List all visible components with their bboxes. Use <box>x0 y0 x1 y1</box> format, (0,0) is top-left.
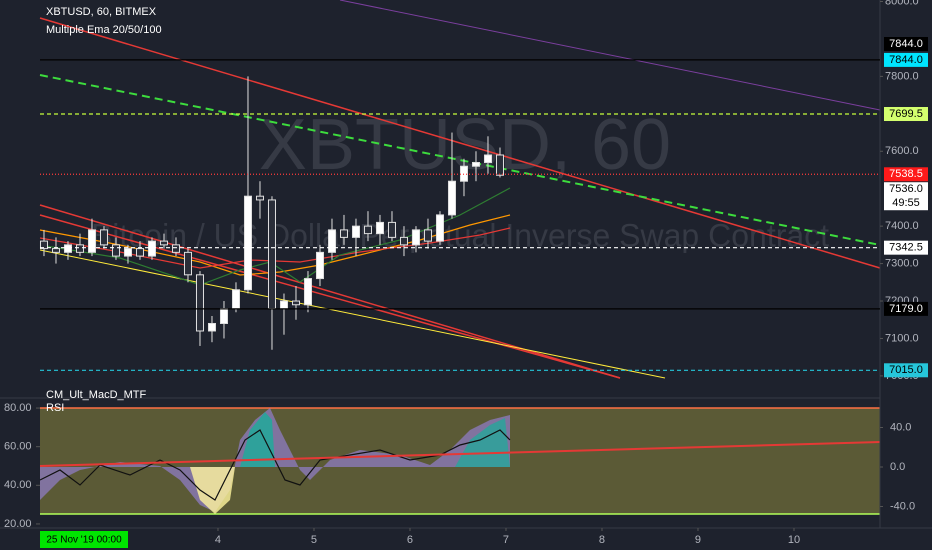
price-level-label-bg <box>884 363 928 378</box>
candle-body <box>483 154 492 163</box>
rsi-line <box>39 429 511 501</box>
candle-body <box>51 248 60 253</box>
macd-tick-label: 40.0 <box>890 421 911 433</box>
macd-area <box>190 467 235 514</box>
x-tick-label: 10 <box>788 534 800 546</box>
price-level-label: 7342.5 <box>889 242 923 254</box>
candle-body <box>255 195 264 201</box>
last-price-label: 7536.0 <box>889 183 923 195</box>
price-level-label: 7179.0 <box>889 303 923 315</box>
chart-title: XBTUSD, 60, BITMEX <box>46 6 157 18</box>
ema-line <box>39 187 511 286</box>
candle-body <box>231 289 240 310</box>
x-tick-label: 4 <box>215 534 221 546</box>
candle-body <box>315 251 324 280</box>
last-price-bg <box>884 182 928 211</box>
countdown: 49:55 <box>892 197 920 209</box>
x-tick-label: 8 <box>599 534 605 546</box>
x-tick-label: 5 <box>311 534 317 546</box>
indicator-name: RSI <box>46 402 64 414</box>
y-tick-label: 7400.0 <box>885 220 919 232</box>
candle-body <box>327 229 336 253</box>
candle-body <box>123 248 132 257</box>
price-level-label: 7015.0 <box>889 364 923 376</box>
alert-label-bg <box>884 37 928 51</box>
candle-body <box>219 308 228 324</box>
candle-body <box>195 274 204 332</box>
price-level-label: 7538.5 <box>889 168 923 180</box>
y-tick-label: 7100.0 <box>885 332 919 344</box>
candle-body <box>387 221 396 238</box>
rsi-tick-label: 40.00 <box>4 479 32 491</box>
candle-body <box>471 161 480 167</box>
candle-body <box>423 229 432 242</box>
candle-body <box>267 199 276 310</box>
candle-body <box>75 244 84 253</box>
macd-tick-label: 0.0 <box>890 461 905 473</box>
y-tick-label: 8000.0 <box>885 0 919 7</box>
candle-body <box>243 195 252 291</box>
candle-body <box>279 300 288 310</box>
x-tick-label: 9 <box>695 534 701 546</box>
trend-line <box>339 0 881 111</box>
price-axis <box>880 0 932 528</box>
cursor-date-bg <box>40 531 128 548</box>
candle-body <box>87 229 96 253</box>
candle-body <box>447 180 456 216</box>
candle-body <box>39 240 48 250</box>
candle-body <box>339 229 348 238</box>
price-level-label-bg <box>884 240 928 255</box>
candle-body <box>411 229 420 246</box>
candle-body <box>159 240 168 246</box>
trend-line <box>39 214 621 379</box>
candle-body <box>135 248 144 257</box>
y-tick-label: 7800.0 <box>885 70 919 82</box>
alert-label: 7844.0 <box>889 38 923 50</box>
rsi-tick-label: 60.00 <box>4 441 32 453</box>
candle-body <box>495 154 504 176</box>
macd-area <box>240 412 275 467</box>
x-tick-label: 6 <box>407 534 413 546</box>
candle-body <box>63 244 72 253</box>
candle-body <box>291 300 300 306</box>
price-level-label: 7699.5 <box>889 108 923 120</box>
candle-body <box>351 225 360 238</box>
candle-body <box>435 214 444 242</box>
trend-line <box>39 249 666 379</box>
candle-body <box>147 240 156 257</box>
price-level-label-bg <box>884 107 928 122</box>
indicator-name: CM_Ult_MacD_MTF <box>46 389 147 401</box>
candle-body <box>207 322 216 332</box>
price-level-label: 7844.0 <box>889 54 923 66</box>
price-level-label-bg <box>884 301 928 316</box>
ema-line <box>39 227 511 269</box>
candle-body <box>375 221 384 235</box>
x-tick-label: 7 <box>503 534 509 546</box>
candle-body <box>363 225 372 235</box>
y-tick-label: 7300.0 <box>885 257 919 269</box>
indicator-name: Multiple Ema 20/50/100 <box>46 24 162 36</box>
rsi-trend <box>39 441 881 467</box>
macd-tick-label: -40.0 <box>890 500 915 512</box>
candle-body <box>111 244 120 257</box>
ema-line <box>39 214 511 276</box>
candle-body <box>183 251 192 276</box>
price-level-label-bg <box>884 52 928 67</box>
rsi-tick-label: 20.00 <box>4 518 32 530</box>
candle-body <box>399 236 408 246</box>
rsi-tick-label: 80.00 <box>4 402 32 414</box>
y-tick-label: 7600.0 <box>885 145 919 157</box>
cursor-date: 25 Nov '19 00:00 <box>46 535 122 546</box>
candle-body <box>303 278 312 306</box>
price-level-label-bg <box>884 167 928 182</box>
candle-body <box>171 244 180 253</box>
candle-body <box>99 229 108 246</box>
